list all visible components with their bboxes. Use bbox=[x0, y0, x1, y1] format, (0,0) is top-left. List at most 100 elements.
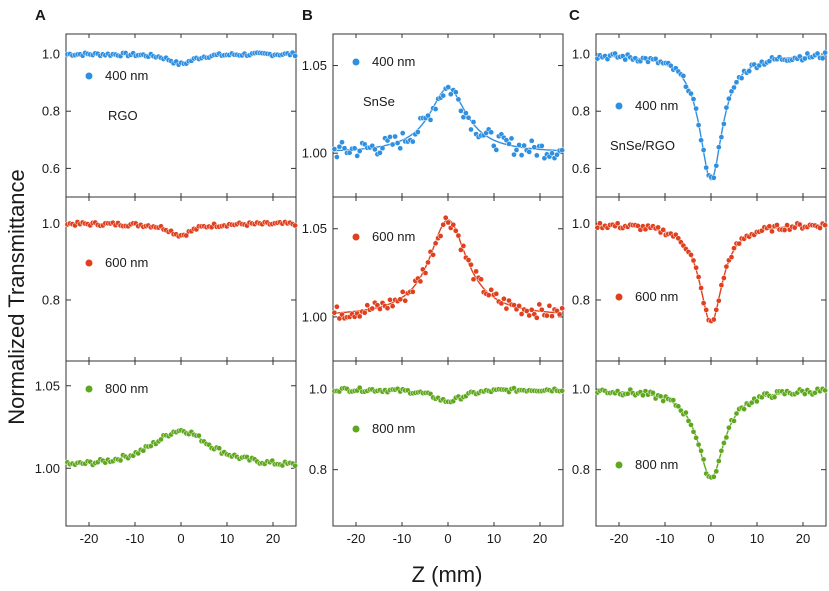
y-tick-label: 0.8 bbox=[309, 462, 327, 477]
data-point bbox=[559, 305, 565, 312]
data-point bbox=[117, 457, 124, 464]
data-point bbox=[688, 90, 694, 97]
data-point bbox=[723, 263, 730, 270]
data-point bbox=[516, 142, 522, 148]
data-point bbox=[703, 164, 710, 171]
data-point bbox=[718, 134, 725, 140]
subplot-frame bbox=[332, 33, 564, 198]
data-point bbox=[336, 143, 343, 150]
data-point bbox=[713, 162, 720, 169]
data-point bbox=[377, 149, 383, 156]
data-point bbox=[417, 278, 424, 285]
data-points bbox=[331, 214, 565, 322]
data-point bbox=[771, 394, 778, 400]
subplot-B-800nm: 0.8 1.0 800 nm -20 -10 0 10 20 bbox=[309, 360, 565, 546]
y-tick-label: 1.0 bbox=[572, 216, 590, 231]
x-tick-label: 0 bbox=[177, 531, 184, 546]
x-tick-label: 0 bbox=[444, 531, 451, 546]
data-point bbox=[622, 56, 629, 63]
data-point bbox=[549, 150, 555, 157]
data-point bbox=[409, 288, 416, 295]
data-point bbox=[723, 104, 730, 111]
data-point bbox=[292, 222, 298, 229]
data-point bbox=[680, 73, 687, 79]
data-point bbox=[538, 143, 545, 149]
data-point bbox=[425, 259, 431, 266]
data-point bbox=[372, 146, 378, 153]
data-point bbox=[721, 275, 727, 281]
data-point bbox=[501, 295, 507, 302]
data-point bbox=[460, 243, 467, 249]
data-point bbox=[536, 301, 543, 308]
data-point bbox=[392, 133, 398, 140]
data-point bbox=[693, 264, 699, 271]
data-point bbox=[726, 424, 732, 431]
data-point bbox=[356, 148, 363, 154]
data-point bbox=[498, 300, 505, 307]
data-point bbox=[397, 145, 404, 152]
data-point bbox=[693, 105, 699, 112]
y-tick-label: 1.0 bbox=[572, 382, 590, 397]
data-point bbox=[354, 153, 361, 159]
data-point bbox=[675, 403, 682, 410]
data-point bbox=[538, 306, 545, 313]
legend-marker bbox=[352, 233, 360, 241]
data-point bbox=[465, 257, 472, 263]
data-point bbox=[506, 141, 512, 147]
data-point bbox=[533, 152, 540, 159]
data-point bbox=[528, 137, 535, 144]
subplot-A-600nm: 0.8 1.0 600 nm bbox=[42, 196, 298, 362]
data-point bbox=[703, 307, 710, 313]
data-point bbox=[488, 129, 495, 136]
data-point bbox=[688, 251, 694, 258]
subplot-C-800nm: 0.8 1.0 800 nm -20 -10 0 10 20 bbox=[572, 360, 828, 546]
data-point bbox=[683, 409, 689, 416]
data-point bbox=[468, 126, 474, 133]
data-point bbox=[650, 389, 656, 396]
data-point bbox=[728, 254, 735, 260]
data-point bbox=[822, 222, 828, 229]
data-point bbox=[511, 151, 517, 158]
legend-marker bbox=[615, 102, 623, 110]
fit-line bbox=[596, 55, 826, 181]
data-point bbox=[801, 55, 808, 62]
x-tick-label: 20 bbox=[266, 531, 280, 546]
legend-marker bbox=[352, 58, 360, 66]
data-point bbox=[473, 268, 479, 275]
x-axis-title: Z (mm) bbox=[412, 562, 483, 587]
data-point bbox=[533, 314, 540, 321]
data-point bbox=[769, 228, 775, 235]
y-tick-label: 1.05 bbox=[302, 221, 327, 236]
data-point bbox=[526, 312, 533, 319]
data-point bbox=[455, 232, 462, 239]
data-point bbox=[791, 224, 798, 231]
data-point bbox=[463, 110, 469, 116]
data-point bbox=[546, 302, 553, 309]
data-point bbox=[183, 232, 190, 239]
y-tick-label: 0.8 bbox=[42, 292, 60, 307]
x-tick-label: -10 bbox=[656, 531, 675, 546]
data-point bbox=[216, 445, 223, 452]
data-point bbox=[721, 440, 727, 446]
legend-label: 600 nm bbox=[105, 255, 148, 270]
data-point bbox=[470, 276, 477, 283]
data-point bbox=[746, 68, 753, 74]
panel-letter-A: A bbox=[35, 7, 46, 24]
data-point bbox=[331, 146, 338, 152]
data-point bbox=[710, 316, 717, 323]
data-point bbox=[339, 139, 345, 146]
data-point bbox=[432, 106, 439, 112]
legend-label: 600 nm bbox=[635, 289, 678, 304]
data-point bbox=[718, 447, 725, 454]
data-point bbox=[726, 95, 732, 102]
y-tick-label: 1.0 bbox=[42, 47, 60, 62]
data-point bbox=[493, 290, 500, 297]
data-point bbox=[387, 296, 393, 303]
x-tick-label: 10 bbox=[220, 531, 234, 546]
y-tick-label: 0.8 bbox=[572, 462, 590, 477]
data-point bbox=[384, 305, 391, 312]
data-point bbox=[292, 462, 298, 469]
data-point bbox=[710, 473, 717, 480]
data-point bbox=[440, 221, 447, 228]
